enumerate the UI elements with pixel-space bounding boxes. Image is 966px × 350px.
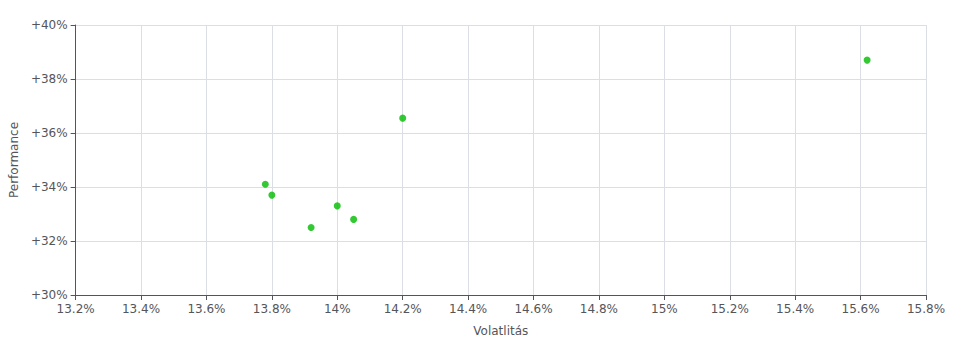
svg-text:+34%: +34% (31, 180, 68, 194)
svg-text:+32%: +32% (31, 234, 68, 248)
svg-text:Volatlitás: Volatlitás (473, 324, 528, 338)
svg-text:+36%: +36% (31, 126, 68, 140)
svg-text:14.2%: 14.2% (384, 302, 422, 316)
svg-text:15.4%: 15.4% (776, 302, 814, 316)
svg-text:15.6%: 15.6% (842, 302, 880, 316)
svg-text:Performance: Performance (7, 122, 21, 198)
svg-text:15.8%: 15.8% (907, 302, 945, 316)
svg-text:+30%: +30% (31, 288, 68, 302)
svg-text:+40%: +40% (31, 18, 68, 32)
svg-text:15%: 15% (651, 302, 678, 316)
svg-text:15.2%: 15.2% (711, 302, 749, 316)
svg-text:14.4%: 14.4% (449, 302, 487, 316)
svg-text:13.6%: 13.6% (187, 302, 225, 316)
svg-text:13.8%: 13.8% (253, 302, 291, 316)
svg-text:13.2%: 13.2% (57, 302, 95, 316)
svg-text:14.6%: 14.6% (514, 302, 552, 316)
svg-text:+38%: +38% (31, 72, 68, 86)
svg-text:13.4%: 13.4% (122, 302, 160, 316)
svg-text:14.8%: 14.8% (580, 302, 618, 316)
svg-text:14%: 14% (324, 302, 351, 316)
